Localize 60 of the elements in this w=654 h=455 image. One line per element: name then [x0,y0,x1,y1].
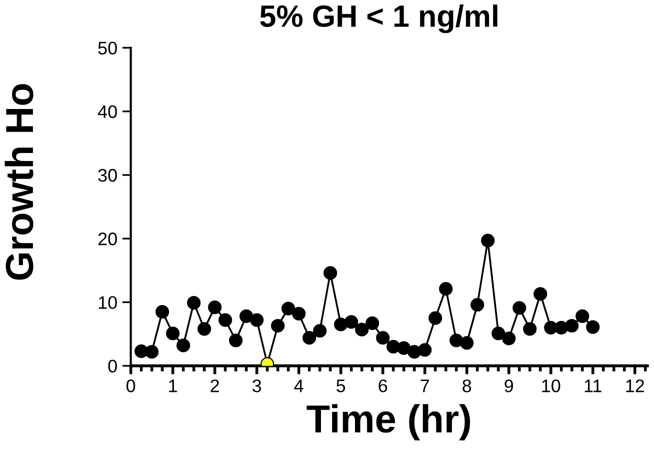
point [229,334,243,348]
point [187,296,201,310]
point [502,332,516,346]
x-tick-label: 12 [626,379,644,392]
x-tick-label: 7 [420,380,429,392]
point [366,316,380,330]
point [418,343,432,357]
x-tick-label: 1 [169,380,177,392]
point [460,336,474,350]
y-tick-label: 0 [108,360,117,373]
y-tick-label: 30 [98,168,117,182]
point [376,331,390,345]
point [481,234,495,248]
x-tick-label: 3 [252,379,262,392]
x-tick-label: 6 [378,379,388,392]
point [240,309,254,324]
x-axis-title: Time (hr) [306,404,470,440]
point [145,345,159,359]
point [218,313,232,327]
point [313,324,327,338]
point [397,341,411,355]
x-tick-label: 9 [504,379,514,392]
x-tick-label: 4 [294,380,304,392]
point [324,266,338,280]
point [208,300,222,314]
point [439,282,453,296]
point [250,313,264,327]
point [492,326,506,340]
point [292,306,306,320]
y-tick-label: 40 [98,105,117,118]
point [176,338,190,352]
point [586,320,600,334]
point [156,304,170,319]
y-tick-label: 20 [98,232,117,246]
point [565,318,579,333]
point [302,331,316,345]
point [576,309,590,324]
point [512,301,526,315]
y-tick-label: 10 [98,296,117,309]
x-tick-label: 10 [542,379,560,392]
chart-title: 5% GH < 1 ng/ml [260,4,498,34]
point [166,326,180,340]
x-tick-label: 2 [210,379,219,392]
x-tick-label: 11 [584,380,602,392]
point [344,315,358,329]
point [271,318,285,333]
point [198,322,212,336]
point [450,334,464,348]
x-tick-label: 0 [126,379,136,392]
point [470,298,484,312]
point [523,322,537,336]
x-tick-label: 5 [336,380,346,392]
point [282,302,296,316]
y-tick-label: 50 [98,42,117,54]
point [334,318,348,332]
y-axis-title: Growth Ho [4,84,34,280]
point [428,311,442,325]
x-tick-label: 8 [462,379,472,392]
point [355,322,369,336]
point [534,287,548,301]
